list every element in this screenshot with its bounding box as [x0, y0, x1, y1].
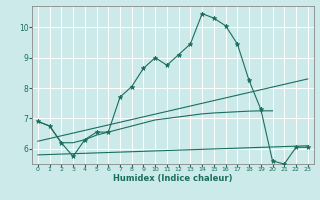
X-axis label: Humidex (Indice chaleur): Humidex (Indice chaleur) — [113, 174, 233, 183]
